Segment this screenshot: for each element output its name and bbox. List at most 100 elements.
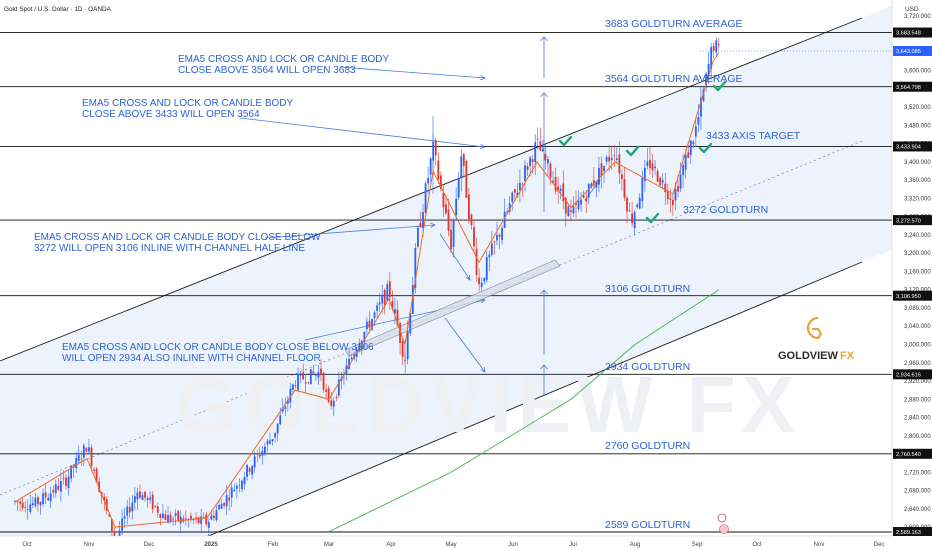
candle-body xyxy=(233,489,236,492)
candle-body xyxy=(664,183,667,193)
candle-body xyxy=(42,493,44,504)
candle-body xyxy=(437,160,440,180)
candle-body xyxy=(373,312,376,318)
candle-body xyxy=(337,379,340,396)
candle-body xyxy=(325,389,327,392)
candle-body xyxy=(631,213,633,224)
candle-body xyxy=(419,222,422,228)
candle-body xyxy=(24,506,27,508)
candle-body xyxy=(661,179,664,183)
candle-body xyxy=(605,156,608,162)
candle-body xyxy=(60,481,62,492)
candle-body xyxy=(641,177,644,202)
candle-body xyxy=(585,198,588,202)
candle-body xyxy=(455,198,458,216)
price-tick-label: 3,080.000 xyxy=(904,306,931,312)
candle-body xyxy=(264,446,266,454)
candle-body xyxy=(335,397,338,399)
candle-body xyxy=(149,497,152,500)
candle-body xyxy=(575,203,577,205)
candle-body xyxy=(677,185,679,192)
candle-body xyxy=(126,506,129,516)
candle-body xyxy=(304,382,307,384)
candle-body xyxy=(643,168,646,181)
candle-body xyxy=(531,159,534,162)
candle-body xyxy=(488,254,491,258)
candle-body xyxy=(57,485,60,490)
candle-body xyxy=(473,227,475,247)
check-mark-icon xyxy=(645,212,660,224)
annotation-text: EMA5 CROSS AND LOCK OR CANDLE BODY CLOSE… xyxy=(34,232,321,243)
candle-body xyxy=(16,501,19,503)
candle-body xyxy=(200,516,203,524)
candle-body xyxy=(636,204,639,208)
candle-body xyxy=(536,138,539,140)
candle-body xyxy=(503,211,506,229)
candle-body xyxy=(513,189,516,193)
candle-body xyxy=(108,514,111,517)
candle-body xyxy=(378,302,381,305)
candle-body xyxy=(572,206,575,214)
arrow-up-to-3564-head xyxy=(540,92,548,98)
candle-body xyxy=(470,214,473,226)
check-mark-icon xyxy=(558,135,573,147)
candle-body xyxy=(570,210,572,212)
candle-body xyxy=(172,518,174,520)
candle-body xyxy=(442,192,445,208)
candle-body xyxy=(49,493,52,502)
candle-body xyxy=(682,165,684,176)
level-price-tag xyxy=(893,215,932,226)
level-price-tag xyxy=(893,448,932,459)
candle-body xyxy=(462,153,465,166)
price-tick-label: 2,920.000 xyxy=(904,379,931,385)
candle-body xyxy=(174,513,177,516)
arrow-annotation-3-head xyxy=(430,222,436,228)
candle-body xyxy=(376,305,378,311)
candle-body xyxy=(480,282,483,287)
candle-body xyxy=(414,248,417,288)
candle-body xyxy=(184,518,187,520)
candle-body xyxy=(141,495,144,500)
time-tick-label: Sep xyxy=(692,542,703,548)
ma-long-line xyxy=(328,289,720,533)
arrow-up-to-2934-head xyxy=(540,364,548,370)
candle-body xyxy=(590,183,593,188)
candle-body xyxy=(508,203,511,212)
time-tick-label: Dec xyxy=(874,542,885,548)
candle-body xyxy=(710,47,713,69)
candle-body xyxy=(587,183,590,198)
price-tick-label: 3,320.000 xyxy=(904,196,931,202)
price-tick-label: 2,720.000 xyxy=(904,470,931,476)
brand-name-accent: FX xyxy=(840,350,855,362)
candle-body xyxy=(557,186,560,192)
candle-body xyxy=(93,469,95,471)
time-tick-label: Jun xyxy=(508,542,518,548)
candle-body xyxy=(679,174,682,189)
price-tick-label: 2,840.000 xyxy=(904,416,931,422)
current-price-tag xyxy=(893,46,932,56)
candle-body xyxy=(327,388,330,402)
candle-body xyxy=(422,211,424,228)
candle-body xyxy=(610,157,613,161)
candle-body xyxy=(65,477,67,486)
brand-name: GOLDVIEW xyxy=(778,350,839,362)
price-tick-label: 2,680.000 xyxy=(904,489,931,495)
candle-body xyxy=(80,458,83,460)
level-price-tag xyxy=(893,369,932,380)
candle-body xyxy=(411,285,414,314)
candle-body xyxy=(493,241,496,243)
candle-body xyxy=(684,154,687,170)
time-tick-label: Dec xyxy=(144,542,155,548)
candle-body xyxy=(177,510,180,521)
level-label: 3433 AXIS TARGET xyxy=(706,130,801,142)
candle-body xyxy=(465,160,468,198)
candle-body xyxy=(559,188,562,192)
candle-body xyxy=(478,277,480,285)
time-tick-label: Apr xyxy=(386,542,395,548)
candle-body xyxy=(371,319,373,330)
candle-body xyxy=(297,373,299,390)
time-tick-label: Mar xyxy=(324,542,334,548)
candle-body xyxy=(269,440,271,444)
